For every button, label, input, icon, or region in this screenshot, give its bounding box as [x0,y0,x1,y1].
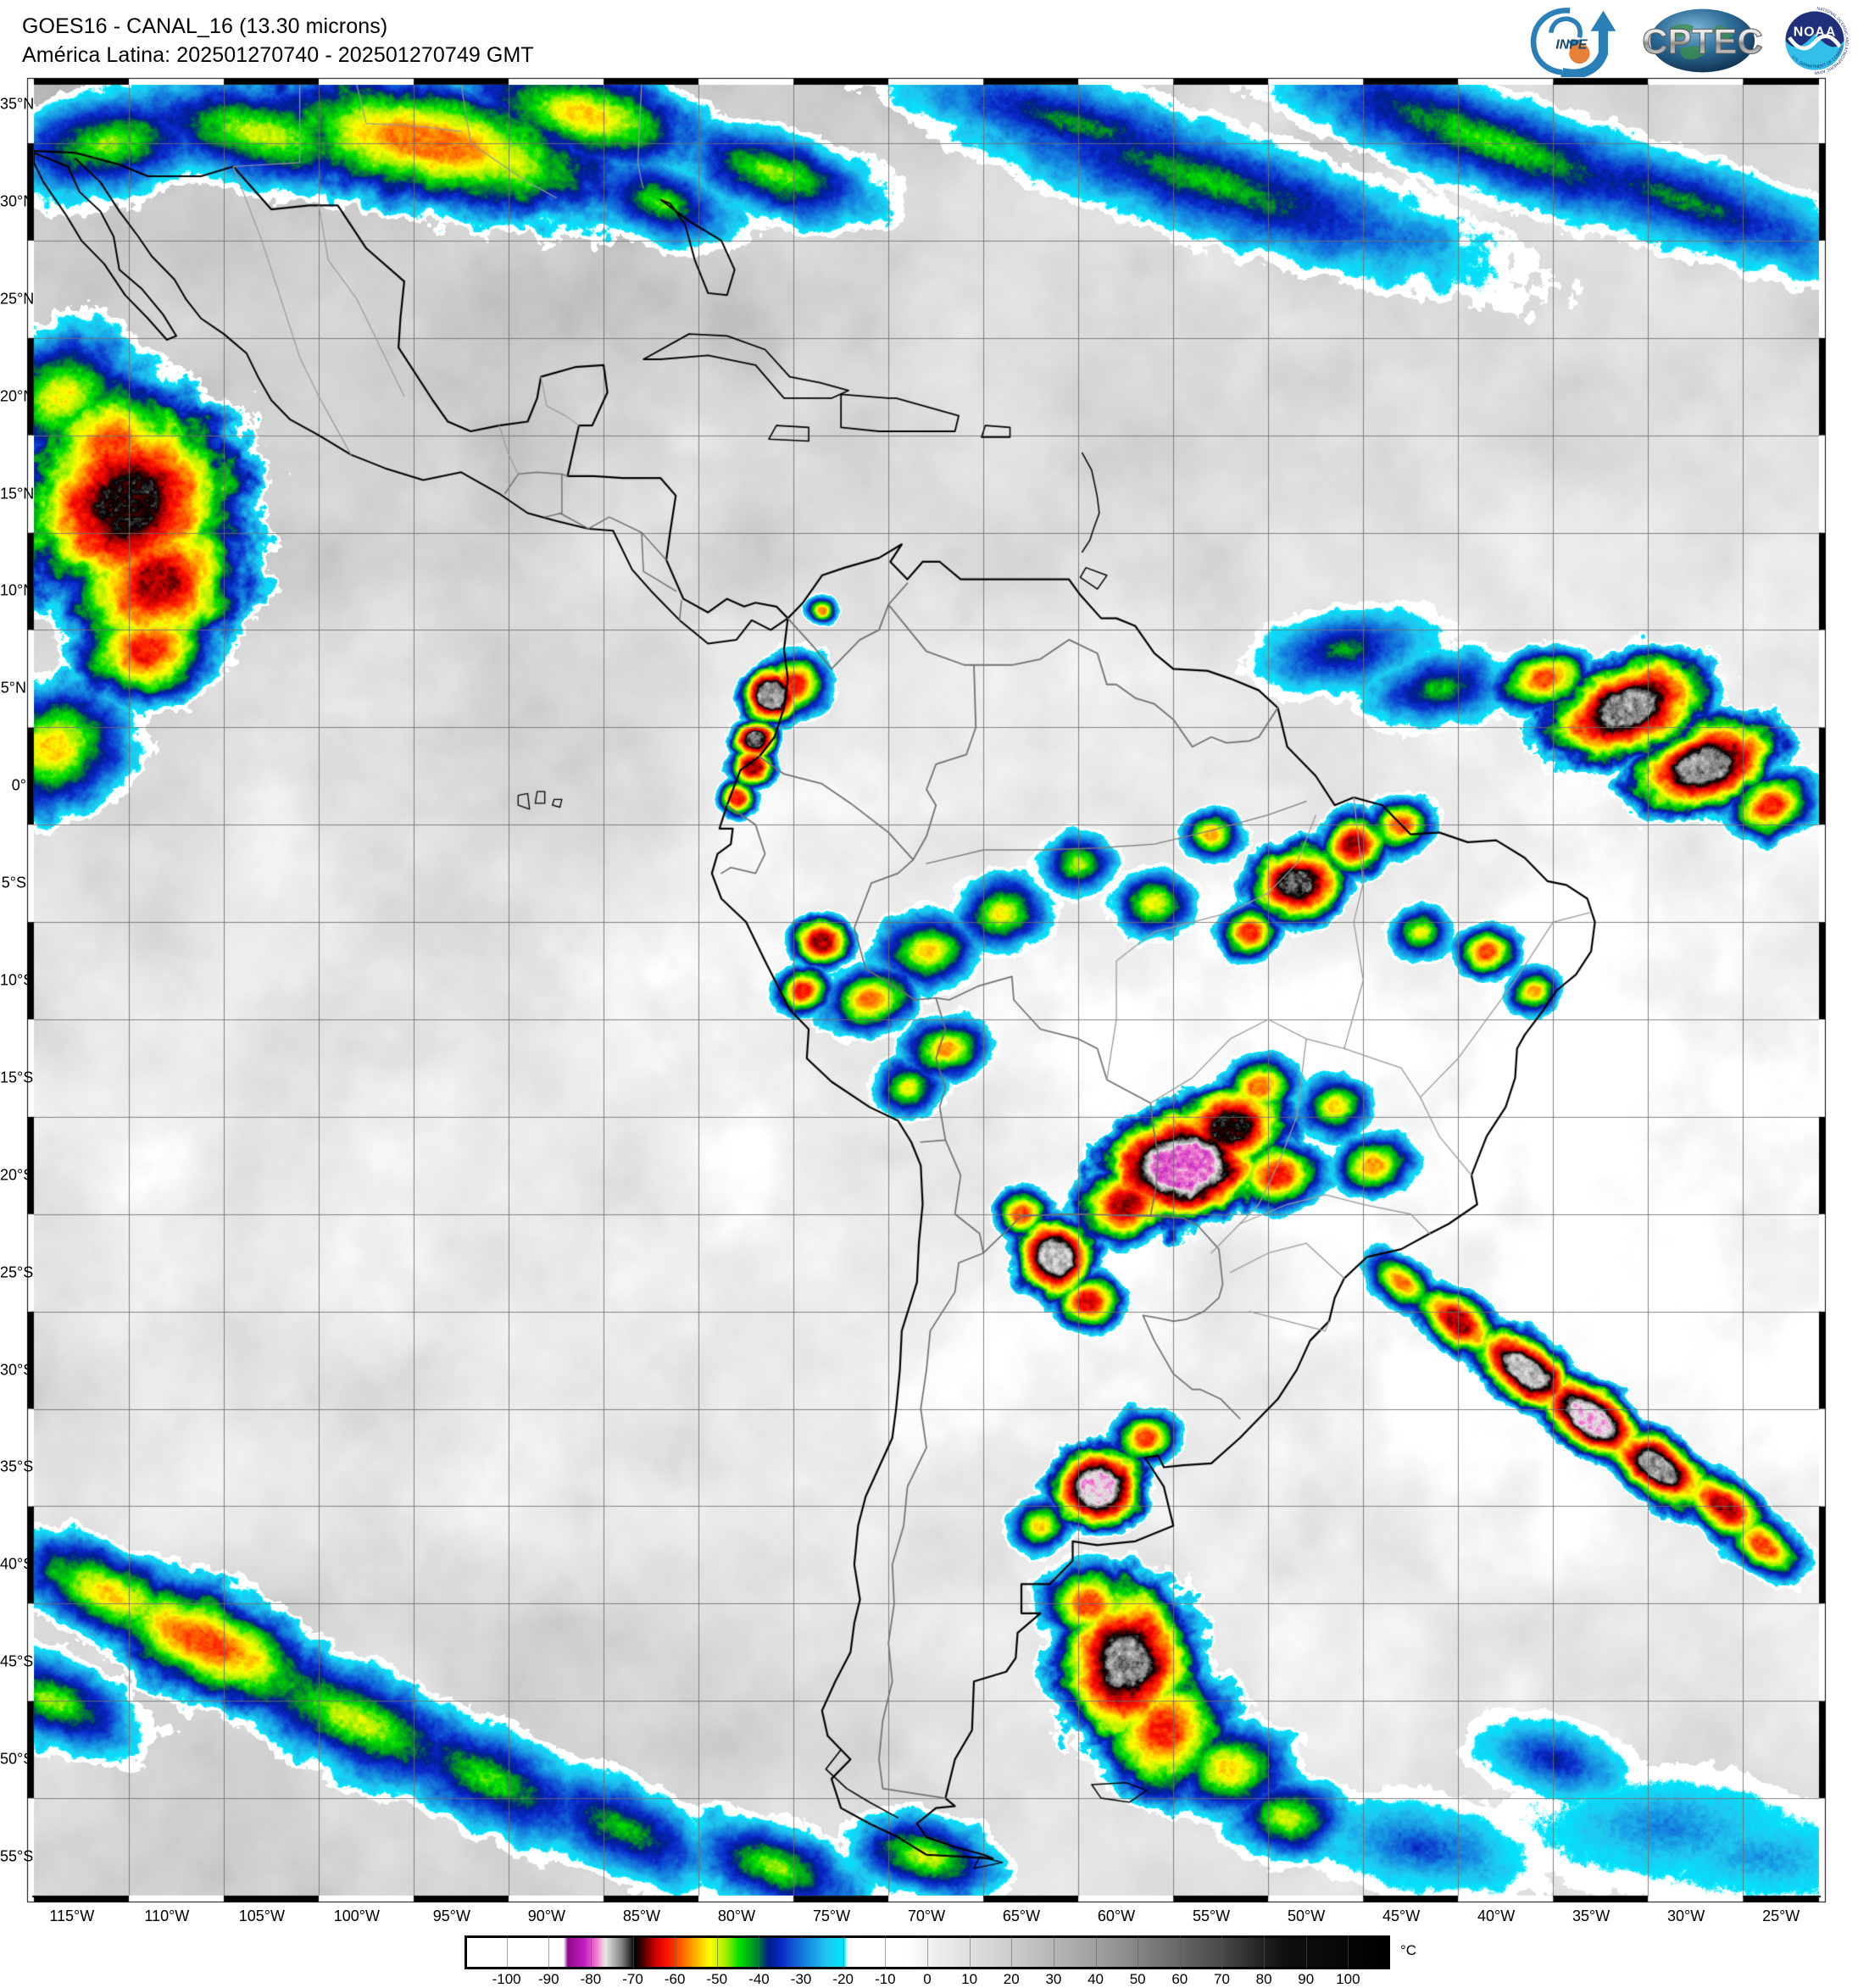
lat-tick-label: 55°S [0,1847,34,1865]
colorbar-tick [590,1935,592,1969]
lat-tick-label: 15°S [0,1069,34,1086]
colorbar-tick [885,1935,887,1969]
cptec-logo: CPTEC [1642,8,1763,73]
lat-tick-label: 20°S [0,1166,34,1184]
lon-tick-label: 85°W [622,1907,661,1924]
lon-tick-label: 55°W [1192,1907,1231,1924]
title-line-product: GOES16 - CANAL_16 (13.30 microns) [22,14,388,38]
temperature-colorbar[interactable]: °C -100 -90 -80 -70 -60 -50 -40 -30 -20 -10 0 10 20 3… [464,1935,1416,1987]
lat-tick-label: 10°S [0,971,34,989]
colorbar-tick [969,1935,971,1969]
colorbar-tick [716,1935,718,1969]
colorbar-tick [1011,1935,1013,1969]
colorbar-tick-label: 40 [1088,1971,1104,1987]
colorbar-tick-label: -70 [622,1971,643,1987]
inpe-logo-label: INPE [1555,37,1587,52]
lon-tick-label: 80°W [717,1907,756,1924]
lat-tick-label: 10°N [0,581,35,599]
lat-tick-label: 45°S [0,1652,34,1670]
lat-tick-label: 5°S [1,874,26,891]
lon-tick-label: 30°W [1667,1907,1705,1924]
colorbar-tick-label: -40 [748,1971,770,1987]
colorbar-tick-label: 70 [1213,1971,1230,1987]
colorbar-tick [1179,1935,1181,1969]
colorbar-tick [506,1935,508,1969]
colorbar-units-label: °C [1400,1942,1417,1958]
noaa-logo-label: NOAA [1794,25,1836,39]
colorbar-tick [632,1935,634,1969]
title-line-region-time: América Latina: 202501270740 - 202501270… [22,43,534,67]
lon-tick-label: 50°W [1287,1907,1326,1924]
lon-tick-label: 35°W [1572,1907,1610,1924]
lon-tick-label: 90°W [527,1907,566,1924]
logo-strip: INPE CPTEC [1524,2,1851,80]
lon-tick-label: 25°W [1762,1907,1800,1924]
colorbar-tick [927,1935,928,1969]
colorbar-tick [1095,1935,1097,1969]
colorbar-tick [1348,1935,1349,1969]
lat-tick-label: 30°N [0,192,35,210]
colorbar-tick [843,1935,844,1969]
lon-tick-label: 60°W [1097,1907,1136,1924]
colorbar-tick [801,1935,803,1969]
lat-tick-label: 50°S [0,1750,34,1768]
colorbar-tick-label: -50 [706,1971,728,1987]
colorbar-tick-label: 80 [1255,1971,1272,1987]
lat-tick-label: 5°N [0,679,26,697]
lat-tick-label: 15°N [0,485,35,503]
lon-tick-label: 45°W [1382,1907,1421,1924]
lat-tick-label: 35°N [0,95,35,113]
lat-tick-label: 40°S [0,1555,34,1573]
lon-tick-label: 70°W [907,1907,946,1924]
colorbar-tick-label: -60 [664,1971,686,1987]
colorbar-tick-label: 20 [1003,1971,1020,1987]
colorbar-tick [1264,1935,1266,1969]
lat-tick-label: 25°S [0,1263,34,1281]
colorbar-tick-label: 10 [961,1971,978,1987]
lon-tick-label: 95°W [432,1907,470,1924]
inpe-logo: INPE [1530,8,1616,77]
lon-tick-label: 40°W [1477,1907,1516,1924]
lon-tick-label: 75°W [812,1907,851,1924]
colorbar-tick-label: -20 [832,1971,854,1987]
colorbar-tick-label: 50 [1129,1971,1146,1987]
page-title: GOES16 - CANAL_16 (13.30 microns) Améric… [22,12,534,69]
lon-tick-label: 65°W [1002,1907,1041,1924]
colorbar-tick-label: -90 [537,1971,559,1987]
lon-tick-label: 100°W [333,1907,380,1924]
colorbar-tick [548,1935,550,1969]
colorbar-tick-label: -30 [790,1971,812,1987]
lon-tick-label: 105°W [238,1907,285,1924]
colorbar-tick-label: 90 [1298,1971,1315,1987]
colorbar-tick-label: -80 [580,1971,602,1987]
satellite-map[interactable] [26,77,1827,1903]
header-bar: GOES16 - CANAL_16 (13.30 microns) Améric… [0,0,1858,85]
colorbar-tick-label: 30 [1045,1971,1062,1987]
colorbar-tick-label: -10 [875,1971,896,1987]
lat-tick-label: 0° [11,776,26,794]
lat-tick-label: 25°N [0,290,35,308]
lat-tick-label: 20°N [0,387,35,405]
colorbar-tick [675,1935,676,1969]
colorbar-tick-label: -100 [492,1971,521,1987]
colorbar-tick-label: 100 [1336,1971,1360,1987]
lon-tick-label: 115°W [49,1907,95,1924]
colorbar-tick [1221,1935,1223,1969]
colorbar-tick [1305,1935,1307,1969]
lat-tick-label: 35°S [0,1458,34,1475]
cptec-logo-label: CPTEC [1642,21,1763,61]
satellite-image-canvas[interactable] [34,85,1819,1896]
colorbar-tick-label: 0 [923,1971,932,1987]
lat-tick-label: 30°S [0,1361,34,1379]
noaa-logo: NOAA NATIONAL OCEANIC AND ATMOSPHERIC AD… [1778,4,1851,77]
lon-tick-label: 110°W [144,1907,190,1924]
colorbar-tick-label: 60 [1171,1971,1188,1987]
